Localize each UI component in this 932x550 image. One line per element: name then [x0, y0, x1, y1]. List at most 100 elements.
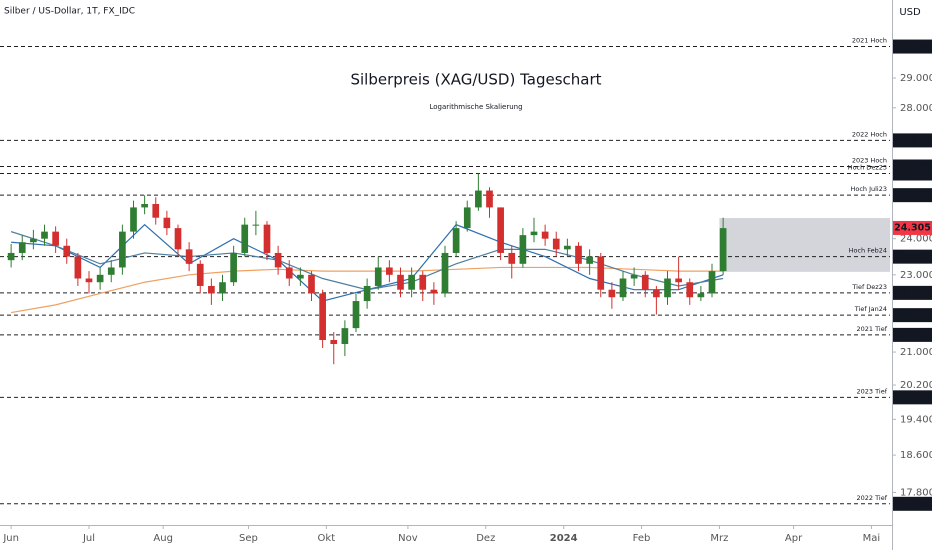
level-price: 21.429: [894, 329, 931, 340]
candle-body: [374, 267, 382, 286]
level-price-box: [893, 39, 932, 54]
candle-body: [119, 231, 126, 268]
candle-body: [386, 267, 393, 275]
candle-body: [564, 245, 571, 250]
candle-body: [519, 235, 527, 264]
level-price-box: [893, 390, 932, 405]
level-price: 25.262: [894, 190, 931, 201]
level-label: 2022 Tief: [857, 494, 888, 502]
y-tick-label: 28.000: [900, 103, 932, 114]
candle-body: [575, 245, 582, 264]
y-tick-label: 19.400: [900, 414, 932, 425]
y-tick-label: 29.000: [900, 73, 932, 84]
candle-body: [719, 228, 727, 272]
level-price-box: [893, 188, 932, 203]
candle-body: [708, 271, 716, 294]
candle-body: [297, 274, 304, 279]
candle-body: [664, 278, 671, 298]
candle-body: [196, 263, 204, 286]
candle-body: [475, 190, 482, 208]
candle-body: [330, 340, 338, 345]
level-price-box: [893, 496, 932, 511]
level-price: 21.933: [894, 310, 931, 321]
level-price: 17.563: [894, 498, 931, 509]
candle-body: [486, 190, 493, 208]
level-label: Hoch Juli23: [850, 185, 887, 193]
candle-body: [352, 301, 360, 329]
candle-body: [174, 228, 182, 250]
candle-body: [408, 274, 415, 290]
candle-body: [441, 252, 449, 294]
x-tick-label: Nov: [398, 533, 418, 544]
candle-body: [397, 274, 404, 290]
candle-body: [107, 267, 115, 275]
candle-body: [675, 278, 682, 283]
candle-body: [74, 256, 82, 279]
level-label: 2023 Tief: [857, 387, 888, 395]
candle-body: [41, 231, 48, 239]
candle-body: [419, 274, 427, 290]
y-tick-label: 21.000: [900, 347, 932, 358]
x-tick-label: Aug: [153, 533, 173, 544]
candle-body: [452, 228, 460, 253]
level-price-box: [893, 249, 932, 264]
range-box: [719, 218, 890, 272]
candle-body: [252, 224, 260, 226]
candle-body: [141, 204, 148, 208]
level-label: 2021 Tief: [857, 325, 888, 333]
level-label: Tief Dez23: [851, 283, 887, 291]
candle-body: [85, 278, 93, 283]
level-price-box: [893, 308, 932, 323]
candle-body: [597, 256, 605, 290]
candle-body: [363, 285, 371, 302]
x-tick-label: Mai: [863, 533, 881, 544]
candle-body: [263, 224, 271, 253]
candle-body: [686, 282, 694, 298]
level-label: 2022 Hoch: [852, 130, 887, 138]
y-tick-label: 23.000: [900, 270, 932, 281]
candle-body: [130, 207, 137, 232]
candle-body: [230, 252, 237, 283]
candle-body: [586, 256, 593, 264]
candle-body: [697, 293, 705, 298]
x-tick-label: Feb: [633, 533, 651, 544]
x-tick-label: Sep: [239, 533, 258, 544]
candle-body: [530, 231, 538, 236]
y-tick-label: 24.000: [900, 234, 932, 245]
candle-body: [185, 249, 193, 264]
candle-body: [152, 204, 160, 218]
x-tick-label: Jun: [2, 533, 19, 544]
level-price: 26.945: [894, 135, 931, 146]
candle-body: [541, 231, 549, 239]
symbol-label: Silber / US-Dollar, 1T, FX_IDC: [4, 7, 135, 17]
level-price: 19.909: [894, 392, 931, 403]
x-tick-label: Jul: [82, 533, 95, 544]
candle-body: [653, 289, 660, 298]
candle-body: [430, 289, 438, 294]
level-price-box: [893, 166, 932, 181]
candle-body: [619, 278, 627, 298]
candle-body: [7, 252, 15, 261]
chart-title: Silberpreis (XAG/USD) Tageschart: [350, 71, 601, 89]
candle-body: [608, 289, 616, 298]
candle-body: [52, 231, 59, 246]
moving-average: [11, 266, 724, 314]
candle-body: [163, 217, 171, 229]
y-tick-label: 20.200: [900, 380, 932, 391]
candle-body: [219, 282, 226, 294]
level-label: Hoch Dez23: [848, 164, 887, 172]
level-price: 23.497: [894, 251, 931, 262]
level-price: 22.516: [894, 287, 931, 298]
level-price: 25.914: [894, 168, 931, 179]
currency: USD: [899, 7, 921, 18]
level-price-box: [893, 285, 932, 300]
candle-body: [341, 328, 349, 345]
candle-body: [18, 242, 26, 253]
candle-body: [208, 285, 215, 294]
x-tick-label: Dez: [476, 533, 495, 544]
x-tick-label: Mrz: [710, 533, 728, 544]
last-price: 24.305: [894, 222, 931, 233]
